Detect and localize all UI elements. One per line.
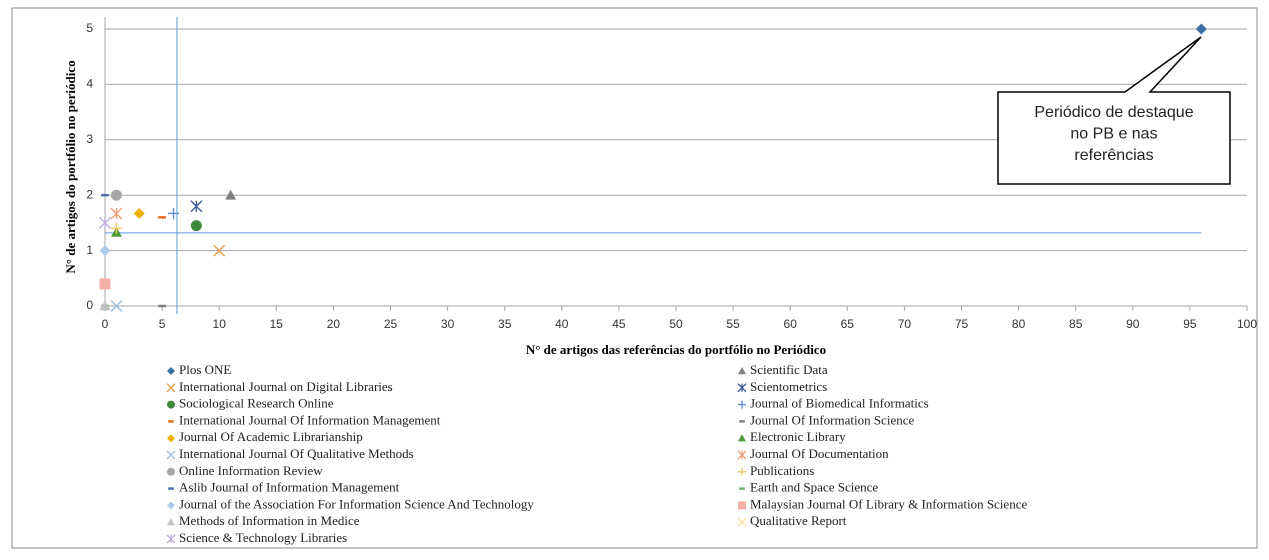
marker <box>738 434 746 442</box>
x-tick-label: 90 <box>1126 317 1140 331</box>
marker <box>166 534 176 544</box>
marker <box>737 450 747 460</box>
y-tick-label: 0 <box>86 298 93 312</box>
legend-label: Journal of Biomedical Informatics <box>750 396 929 411</box>
legend-label: International Journal Of Qualitative Met… <box>179 446 414 461</box>
legend-label: Qualitative Report <box>750 513 847 528</box>
legend-label: Journal of the Association For Informati… <box>179 496 534 511</box>
x-tick-label: 85 <box>1069 317 1083 331</box>
y-tick-label: 3 <box>86 132 93 146</box>
legend-label: Journal Of Information Science <box>750 412 914 427</box>
x-tick-label: 30 <box>441 317 455 331</box>
legend-label: Earth and Space Science <box>750 480 878 495</box>
marker <box>168 207 180 219</box>
marker <box>737 383 747 393</box>
marker <box>190 200 203 213</box>
x-tick-label: 50 <box>669 317 683 331</box>
x-tick-label: 5 <box>159 317 166 331</box>
legend-label: Malaysian Journal Of Library & Informati… <box>750 496 1027 511</box>
callout-text: no PB e nas <box>1070 126 1157 143</box>
x-tick-label: 45 <box>612 317 626 331</box>
x-tick-label: 65 <box>841 317 855 331</box>
x-tick-label: 25 <box>384 317 398 331</box>
x-tick-label: 15 <box>270 317 284 331</box>
legend-label: Scientific Data <box>750 362 828 377</box>
marker <box>99 216 111 229</box>
legend-label: Plos ONE <box>179 362 231 377</box>
callout-text: Periódico de destaque <box>1034 104 1193 121</box>
callout-box <box>997 36 1231 185</box>
legend-label: Methods of Information in Medice <box>179 513 360 528</box>
legend-label: International Journal on Digital Librari… <box>179 379 393 394</box>
legend-label: Scientometrics <box>750 379 827 394</box>
marker <box>99 278 111 290</box>
x-tick-label: 40 <box>555 317 569 331</box>
marker <box>166 383 176 393</box>
marker <box>167 434 175 443</box>
marker <box>167 467 175 476</box>
legend-label: Journal Of Documentation <box>750 446 889 461</box>
marker <box>110 189 122 201</box>
legend-label: Journal Of Academic Librarianship <box>179 429 363 444</box>
x-tick-label: 95 <box>1183 317 1197 331</box>
marker <box>99 245 111 257</box>
marker <box>99 300 111 311</box>
marker <box>213 244 226 257</box>
callout-text: referências <box>1074 147 1153 164</box>
x-tick-label: 70 <box>898 317 912 331</box>
marker <box>738 400 746 409</box>
y-tick-label: 5 <box>86 21 93 35</box>
marker <box>1195 23 1207 35</box>
legend-label: Publications <box>750 463 814 478</box>
legend-label: Online Information Review <box>179 463 323 478</box>
x-tick-label: 75 <box>955 317 969 331</box>
marker <box>167 400 175 409</box>
x-tick-label: 20 <box>327 317 341 331</box>
marker <box>110 300 123 312</box>
marker <box>738 467 746 476</box>
legend-label: International Journal Of Information Man… <box>179 412 441 427</box>
marker <box>738 501 746 510</box>
x-tick-label: 10 <box>213 317 227 331</box>
marker <box>110 207 123 220</box>
marker <box>737 517 747 527</box>
x-tick-label: 100 <box>1237 317 1257 331</box>
x-tick-label: 0 <box>102 317 109 331</box>
legend-label: Aslib Journal of Information Management <box>179 480 400 495</box>
marker <box>133 207 145 219</box>
legend-label: Sociological Research Online <box>179 396 334 411</box>
x-tick-label: 55 <box>726 317 740 331</box>
y-tick-label: 4 <box>86 77 93 91</box>
x-axis-label: N° de artigos das referências do portfól… <box>526 342 826 357</box>
marker <box>738 367 746 375</box>
marker <box>225 189 237 200</box>
marker <box>190 220 202 232</box>
marker <box>167 367 175 375</box>
y-tick-label: 1 <box>86 243 93 257</box>
y-tick-label: 2 <box>86 187 93 201</box>
marker <box>166 450 176 460</box>
x-tick-label: 35 <box>498 317 512 331</box>
y-axis-label: N° de artigos do portfólio no periódico <box>63 60 78 273</box>
legend-label: Science & Technology Libraries <box>179 530 347 545</box>
legend-label: Electronic Library <box>750 429 846 444</box>
x-tick-label: 60 <box>784 317 798 331</box>
marker <box>110 222 122 234</box>
marker <box>167 501 175 510</box>
x-tick-label: 80 <box>1012 317 1026 331</box>
marker <box>167 518 175 526</box>
